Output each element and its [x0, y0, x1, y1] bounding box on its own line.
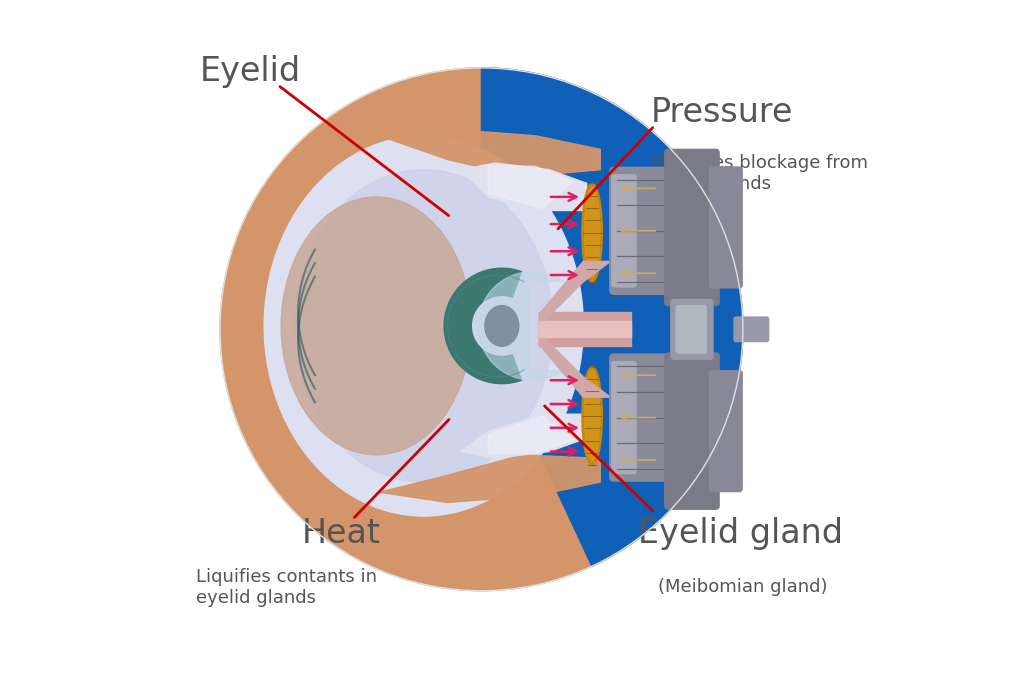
Ellipse shape — [585, 187, 600, 278]
Text: Eyelid: Eyelid — [200, 55, 301, 88]
FancyBboxPatch shape — [710, 167, 742, 288]
Ellipse shape — [295, 170, 553, 482]
Polygon shape — [380, 129, 600, 177]
Circle shape — [220, 68, 742, 591]
Text: Heat: Heat — [301, 517, 380, 549]
FancyBboxPatch shape — [734, 317, 769, 342]
Polygon shape — [540, 321, 631, 337]
Ellipse shape — [264, 136, 584, 516]
Polygon shape — [488, 165, 573, 208]
FancyBboxPatch shape — [609, 167, 676, 295]
FancyBboxPatch shape — [710, 371, 742, 492]
Polygon shape — [488, 416, 573, 454]
Polygon shape — [540, 312, 631, 346]
Text: Removes blockage from
eyelid glands: Removes blockage from eyelid glands — [651, 153, 868, 193]
FancyBboxPatch shape — [611, 361, 636, 474]
Ellipse shape — [582, 367, 602, 465]
Ellipse shape — [585, 371, 600, 461]
Polygon shape — [444, 268, 521, 384]
Polygon shape — [461, 163, 587, 210]
Ellipse shape — [582, 183, 602, 282]
FancyBboxPatch shape — [676, 306, 707, 353]
Ellipse shape — [282, 197, 471, 455]
Polygon shape — [481, 68, 742, 566]
Text: Eyelid gland: Eyelid gland — [638, 517, 843, 549]
FancyBboxPatch shape — [665, 149, 719, 306]
FancyBboxPatch shape — [665, 353, 719, 509]
Text: Liquifies contants in
eyelid glands: Liquifies contants in eyelid glands — [197, 568, 377, 607]
FancyBboxPatch shape — [609, 354, 676, 481]
FancyBboxPatch shape — [671, 299, 713, 359]
Ellipse shape — [484, 306, 519, 346]
Polygon shape — [461, 414, 587, 458]
Polygon shape — [478, 272, 563, 380]
FancyBboxPatch shape — [611, 175, 636, 287]
Polygon shape — [380, 455, 600, 502]
Polygon shape — [540, 261, 610, 326]
Polygon shape — [540, 333, 610, 397]
Text: (Meibomian gland): (Meibomian gland) — [658, 579, 827, 596]
Text: Pressure: Pressure — [651, 96, 794, 128]
